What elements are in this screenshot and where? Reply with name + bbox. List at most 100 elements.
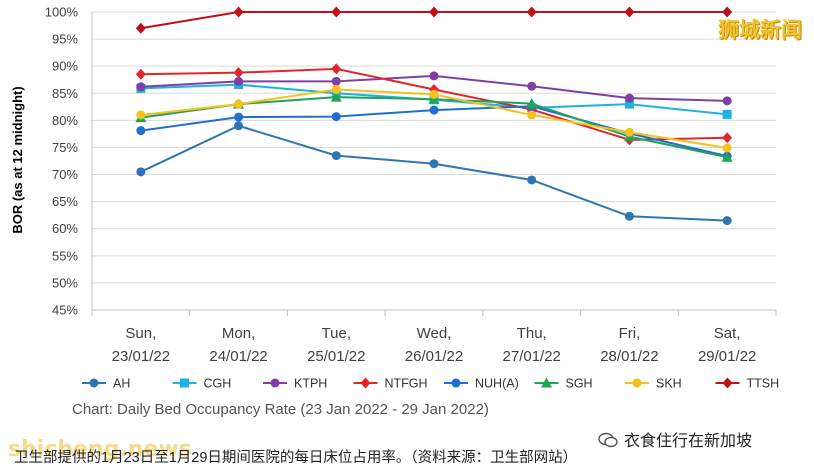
y-tick-label: 45% <box>52 303 78 318</box>
legend-label: TTSH <box>747 377 780 391</box>
series-ttsh <box>135 6 733 34</box>
y-tick-label: 60% <box>52 221 78 236</box>
series-sgh <box>135 91 733 162</box>
data-point-ktph <box>624 93 634 103</box>
data-point-ktph <box>234 76 244 86</box>
x-tick-label: 27/01/22 <box>503 348 561 365</box>
series-ah <box>136 121 732 226</box>
legend-item-ah: AH <box>82 377 130 391</box>
data-point-skh <box>429 89 439 99</box>
watermark-top-right: 狮城新闻 <box>718 18 802 42</box>
legend-marker <box>541 377 552 388</box>
series-lines <box>135 6 733 226</box>
footnote-caption: 卫生部提供的1月23日至1月29日期间医院的每日床位占用率。（资料来源：卫生部网… <box>14 450 578 466</box>
data-point-ntfgh <box>722 132 733 144</box>
x-tick-label: 23/01/22 <box>112 348 170 365</box>
legend-item-skh: SKH <box>625 377 682 391</box>
data-point-ttsh <box>429 6 439 18</box>
data-point-ttsh <box>722 6 733 18</box>
legend-label: SKH <box>656 377 682 391</box>
legend-label: CGH <box>204 377 232 391</box>
data-point-ktph <box>429 71 439 81</box>
x-tick-label: Tue, <box>322 325 351 342</box>
y-tick-label: 100% <box>45 5 79 20</box>
data-point-ah <box>234 121 244 131</box>
y-tick-label: 65% <box>52 194 78 209</box>
y-axis-label: BOR (as at 12 midnight) <box>10 86 25 233</box>
legend-label: AH <box>113 377 130 391</box>
x-tick-label: Thu, <box>517 325 547 342</box>
data-point-cgh <box>722 109 732 119</box>
data-point-skh <box>234 99 244 109</box>
y-tick-label: 80% <box>52 113 78 128</box>
legend-item-ttsh: TTSH <box>715 377 780 391</box>
legend: AH CGH KTPH NTFGH NUH(A) SGH SKH TTSH <box>82 377 779 391</box>
data-point-nuha <box>331 112 341 122</box>
data-point-skh <box>722 143 732 153</box>
x-tick-label: 26/01/22 <box>405 348 463 365</box>
data-point-ah <box>136 167 146 177</box>
data-point-ktph <box>331 76 341 86</box>
data-point-skh <box>331 84 341 94</box>
y-tick-label: 85% <box>52 86 78 101</box>
x-tick-label: Wed, <box>417 325 452 342</box>
legend-item-ktph: KTPH <box>263 377 327 391</box>
legend-label: NTFGH <box>385 377 428 391</box>
data-point-skh <box>527 110 537 120</box>
watermark-bottom-right: 衣食住行在新加坡 <box>598 427 752 451</box>
legend-item-cgh: CGH <box>172 377 232 391</box>
data-point-ah <box>331 151 341 161</box>
x-tick-label: Sat, <box>714 325 741 342</box>
data-point-nuha <box>234 112 244 122</box>
x-tick-label: Mon, <box>222 325 255 342</box>
watermark-bottom-left: shicheng.news <box>8 437 192 462</box>
data-point-ah <box>527 175 537 185</box>
data-point-sgh <box>526 98 538 109</box>
data-point-skh <box>624 127 634 137</box>
legend-label: KTPH <box>294 377 327 391</box>
y-tick-label: 55% <box>52 248 78 263</box>
x-tick-label: 28/01/22 <box>600 348 658 365</box>
legend-label: NUH(A) <box>475 377 519 391</box>
data-point-ttsh <box>233 6 244 18</box>
data-point-cgh <box>624 99 634 109</box>
legend-marker <box>632 378 642 388</box>
series-ktph <box>136 71 732 106</box>
legend-item-nuha: NUH(A) <box>444 377 519 391</box>
x-tick-label: 24/01/22 <box>209 348 267 365</box>
legend-item-sgh: SGH <box>534 377 593 391</box>
x-tick-labels: Sun, 23/01/22 Mon, 24/01/22 Tue, 25/01/22 Wed,… <box>112 325 757 365</box>
data-point-ah <box>624 211 634 221</box>
data-point-nuha <box>429 105 439 115</box>
data-point-ttsh <box>526 6 537 18</box>
legend-label: SGH <box>566 377 593 391</box>
data-point-ah <box>429 159 439 169</box>
legend-item-ntfgh: NTFGH <box>353 377 428 391</box>
data-point-nuha <box>136 126 146 136</box>
data-point-ktph <box>722 96 732 106</box>
watermark-bottom-right-text: 衣食住行在新加坡 <box>624 431 753 450</box>
legend-marker <box>360 377 371 389</box>
data-point-sgh <box>721 151 733 162</box>
y-tick-label: 95% <box>52 32 78 47</box>
y-tick-label: 75% <box>52 140 78 155</box>
x-tick-label: 25/01/22 <box>307 348 365 365</box>
data-point-sgh <box>330 91 342 102</box>
legend-marker <box>722 377 733 389</box>
x-tick-label: 29/01/22 <box>698 348 756 365</box>
data-point-ktph <box>136 82 146 92</box>
y-tick-label: 90% <box>52 59 78 74</box>
data-point-ttsh <box>331 6 342 18</box>
gridlines <box>91 11 777 316</box>
series-skh <box>136 84 732 153</box>
data-point-skh <box>136 110 146 120</box>
data-point-ttsh <box>624 6 635 18</box>
legend-marker <box>180 378 189 388</box>
data-point-ttsh <box>135 22 146 34</box>
chart-caption: Chart: Daily Bed Occupancy Rate (23 Jan … <box>72 401 489 418</box>
y-tick-labels: 45% 50% 55% 60% 65% 70% 75% 80% 85% 90% 95% 100% <box>45 5 79 318</box>
y-tick-label: 70% <box>52 167 78 182</box>
y-tick-label: 50% <box>52 275 78 290</box>
data-point-ktph <box>527 81 537 91</box>
